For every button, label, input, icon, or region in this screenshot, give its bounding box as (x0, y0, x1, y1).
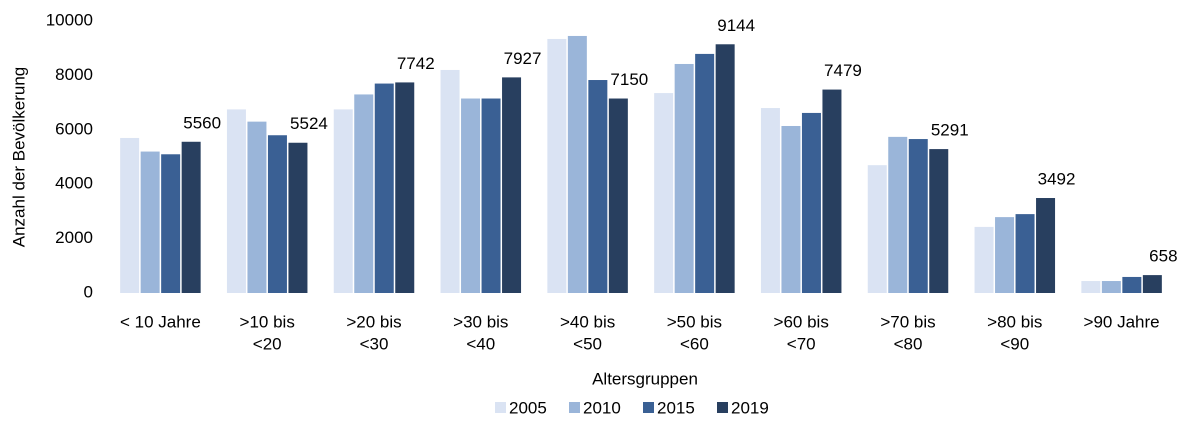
legend-swatch (643, 402, 654, 413)
bar (481, 98, 501, 294)
x-tick-label: >10 bis (240, 312, 295, 331)
legend-swatch (495, 402, 506, 413)
bar (333, 109, 353, 294)
bar (395, 82, 415, 293)
bar (1101, 281, 1121, 293)
bar (695, 53, 715, 293)
x-tick-label: <60 (680, 334, 709, 353)
bar (588, 80, 608, 293)
bar (974, 226, 994, 293)
x-tick-label: >80 bis (987, 312, 1042, 331)
x-tick-label: <80 (894, 334, 923, 353)
data-label: 3492 (1038, 170, 1076, 189)
bar (161, 154, 181, 293)
x-tick-label: >50 bis (667, 312, 722, 331)
bar (1015, 214, 1035, 293)
y-tick-label: 10000 (46, 10, 93, 29)
bar (247, 121, 267, 293)
y-axis-label: Anzahl der Bevölkerung (9, 67, 28, 248)
bar (567, 35, 587, 294)
bar (781, 125, 801, 293)
bar (1036, 198, 1056, 293)
y-tick-label: 8000 (55, 65, 93, 84)
y-tick-label: 4000 (55, 174, 93, 193)
x-tick-label: >40 bis (560, 312, 615, 331)
data-label: 5560 (183, 113, 221, 132)
bar (715, 44, 735, 293)
x-tick-label: >70 bis (880, 312, 935, 331)
data-label: 7479 (824, 61, 862, 80)
bar (995, 217, 1015, 293)
bar (1142, 275, 1162, 293)
x-tick-label: >20 bis (346, 312, 401, 331)
bar (801, 112, 821, 293)
y-tick-label: 0 (84, 282, 93, 301)
data-label: 5291 (931, 121, 969, 140)
bar (120, 137, 140, 293)
x-tick-label: >90 Jahre (1084, 312, 1160, 331)
legend-label: 2010 (583, 398, 621, 417)
bar (354, 94, 374, 293)
bar (502, 77, 522, 294)
x-tick-label: <40 (466, 334, 495, 353)
bar (908, 139, 928, 293)
x-tick-label: <70 (787, 334, 816, 353)
bar (822, 89, 842, 293)
x-tick-label: <30 (360, 334, 389, 353)
x-axis-label: Altersgruppen (592, 369, 698, 388)
bar (547, 38, 567, 294)
bar (1122, 276, 1142, 293)
data-label: 7927 (504, 49, 542, 68)
bar (181, 141, 201, 293)
x-tick-label: < 10 Jahre (120, 312, 201, 331)
bar (267, 135, 287, 293)
x-tick-label: <90 (1000, 334, 1029, 353)
bar (288, 142, 308, 293)
legend-swatch (717, 402, 728, 413)
bar (654, 93, 674, 293)
legend-label: 2005 (509, 398, 547, 417)
bar (440, 69, 460, 294)
legend-label: 2019 (731, 398, 769, 417)
bar (140, 151, 160, 293)
bar (674, 63, 694, 294)
y-tick-label: 2000 (55, 228, 93, 247)
data-label: 7742 (397, 54, 435, 73)
bar (374, 83, 394, 293)
bar (608, 98, 628, 294)
legend-swatch (569, 402, 580, 413)
y-tick-label: 6000 (55, 119, 93, 138)
x-tick-label: >60 bis (774, 312, 829, 331)
bar (461, 98, 481, 294)
data-label: 7150 (610, 70, 648, 89)
data-label: 5524 (290, 114, 328, 133)
legend-label: 2015 (657, 398, 695, 417)
x-tick-label: >30 bis (453, 312, 508, 331)
x-tick-label: <50 (573, 334, 602, 353)
bar (226, 109, 246, 294)
bar (867, 165, 887, 293)
data-label: 9144 (717, 16, 755, 35)
data-label: 658 (1149, 247, 1177, 266)
bar (929, 149, 949, 293)
x-tick-label: <20 (253, 334, 282, 353)
bar (760, 108, 780, 293)
bar (888, 136, 908, 293)
bar (1081, 281, 1101, 293)
